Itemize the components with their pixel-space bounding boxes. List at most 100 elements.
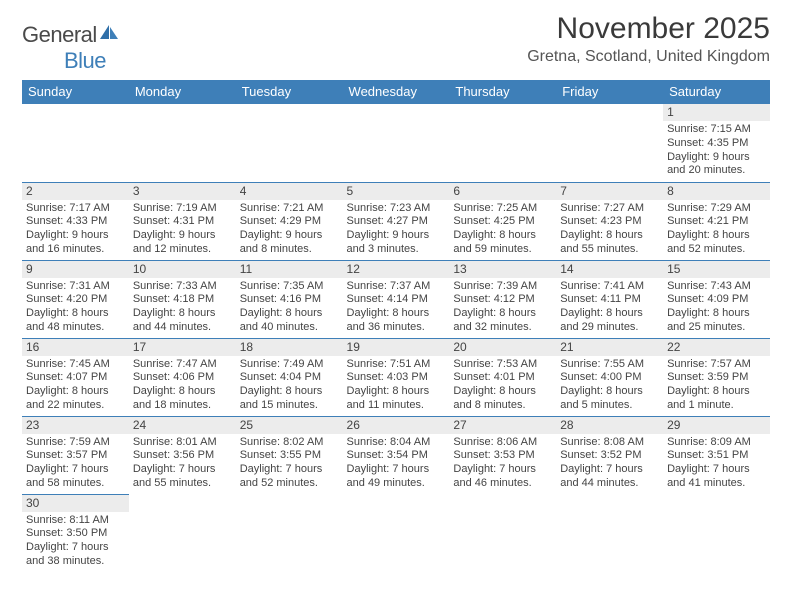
- day-detail: and 44 minutes.: [133, 321, 232, 335]
- calendar-cell: 14Sunrise: 7:41 AMSunset: 4:11 PMDayligh…: [556, 260, 663, 338]
- calendar-cell: 10Sunrise: 7:33 AMSunset: 4:18 PMDayligh…: [129, 260, 236, 338]
- calendar-cell-blank: [236, 494, 343, 572]
- logo-general: General: [22, 22, 97, 47]
- day-detail: Sunset: 3:52 PM: [560, 449, 659, 463]
- day-detail: Sunset: 4:25 PM: [453, 215, 552, 229]
- day-number: 16: [22, 339, 129, 356]
- day-detail: and 1 minute.: [667, 399, 766, 413]
- calendar-cell-blank: [22, 104, 129, 182]
- calendar-cell: 17Sunrise: 7:47 AMSunset: 4:06 PMDayligh…: [129, 338, 236, 416]
- day-detail: Sunrise: 7:33 AM: [133, 280, 232, 294]
- day-number: 29: [663, 417, 770, 434]
- calendar-cell-blank: [663, 494, 770, 572]
- calendar-cell: 21Sunrise: 7:55 AMSunset: 4:00 PMDayligh…: [556, 338, 663, 416]
- day-detail: and 55 minutes.: [560, 243, 659, 257]
- day-detail: Sunrise: 7:27 AM: [560, 202, 659, 216]
- calendar-page: GeneralBlue November 2025 Gretna, Scotla…: [0, 0, 792, 612]
- day-detail: Sunset: 3:57 PM: [26, 449, 125, 463]
- day-detail: Sunrise: 7:59 AM: [26, 436, 125, 450]
- day-detail: Daylight: 9 hours: [133, 229, 232, 243]
- day-number: 27: [449, 417, 556, 434]
- day-detail: Sunset: 3:50 PM: [26, 527, 125, 541]
- day-detail: Daylight: 7 hours: [133, 463, 232, 477]
- day-detail: and 11 minutes.: [347, 399, 446, 413]
- calendar-head: SundayMondayTuesdayWednesdayThursdayFrid…: [22, 80, 770, 104]
- calendar-cell: 19Sunrise: 7:51 AMSunset: 4:03 PMDayligh…: [343, 338, 450, 416]
- calendar-cell: 12Sunrise: 7:37 AMSunset: 4:14 PMDayligh…: [343, 260, 450, 338]
- day-detail: Daylight: 7 hours: [26, 541, 125, 555]
- day-number: 14: [556, 261, 663, 278]
- day-detail: Sunset: 3:53 PM: [453, 449, 552, 463]
- day-detail: Daylight: 9 hours: [347, 229, 446, 243]
- day-detail: Daylight: 9 hours: [240, 229, 339, 243]
- day-detail: and 52 minutes.: [667, 243, 766, 257]
- day-detail: Daylight: 8 hours: [560, 229, 659, 243]
- weekday-header: Tuesday: [236, 80, 343, 104]
- header: GeneralBlue November 2025 Gretna, Scotla…: [22, 12, 770, 74]
- day-detail: Daylight: 8 hours: [347, 307, 446, 321]
- day-detail: Daylight: 8 hours: [667, 385, 766, 399]
- weekday-header: Friday: [556, 80, 663, 104]
- calendar-cell-blank: [129, 494, 236, 572]
- calendar-cell: 27Sunrise: 8:06 AMSunset: 3:53 PMDayligh…: [449, 416, 556, 494]
- day-detail: and 3 minutes.: [347, 243, 446, 257]
- day-detail: Sunset: 4:12 PM: [453, 293, 552, 307]
- calendar-cell: 7Sunrise: 7:27 AMSunset: 4:23 PMDaylight…: [556, 182, 663, 260]
- day-detail: Daylight: 9 hours: [26, 229, 125, 243]
- calendar-cell: 24Sunrise: 8:01 AMSunset: 3:56 PMDayligh…: [129, 416, 236, 494]
- calendar-cell: 11Sunrise: 7:35 AMSunset: 4:16 PMDayligh…: [236, 260, 343, 338]
- weekday-header: Wednesday: [343, 80, 450, 104]
- calendar-row: 9Sunrise: 7:31 AMSunset: 4:20 PMDaylight…: [22, 260, 770, 338]
- calendar-cell: 8Sunrise: 7:29 AMSunset: 4:21 PMDaylight…: [663, 182, 770, 260]
- location: Gretna, Scotland, United Kingdom: [527, 48, 770, 66]
- day-detail: Sunset: 4:06 PM: [133, 371, 232, 385]
- day-detail: Sunset: 4:16 PM: [240, 293, 339, 307]
- calendar-cell-blank: [343, 104, 450, 182]
- day-detail: and 20 minutes.: [667, 164, 766, 178]
- day-number: 25: [236, 417, 343, 434]
- day-detail: Sunset: 4:07 PM: [26, 371, 125, 385]
- day-detail: Sunset: 4:21 PM: [667, 215, 766, 229]
- day-detail: Sunset: 3:59 PM: [667, 371, 766, 385]
- calendar-cell: 6Sunrise: 7:25 AMSunset: 4:25 PMDaylight…: [449, 182, 556, 260]
- calendar-cell-blank: [449, 494, 556, 572]
- day-detail: and 44 minutes.: [560, 477, 659, 491]
- day-detail: and 59 minutes.: [453, 243, 552, 257]
- day-detail: Daylight: 8 hours: [240, 385, 339, 399]
- day-detail: and 15 minutes.: [240, 399, 339, 413]
- day-detail: Sunset: 4:00 PM: [560, 371, 659, 385]
- day-detail: Daylight: 7 hours: [347, 463, 446, 477]
- day-number: 5: [343, 183, 450, 200]
- day-detail: Daylight: 8 hours: [560, 307, 659, 321]
- day-detail: Daylight: 8 hours: [453, 229, 552, 243]
- calendar-cell: 18Sunrise: 7:49 AMSunset: 4:04 PMDayligh…: [236, 338, 343, 416]
- day-detail: Sunset: 3:55 PM: [240, 449, 339, 463]
- logo: GeneralBlue: [22, 20, 119, 74]
- day-detail: and 29 minutes.: [560, 321, 659, 335]
- day-detail: Sunrise: 8:04 AM: [347, 436, 446, 450]
- calendar-cell: 16Sunrise: 7:45 AMSunset: 4:07 PMDayligh…: [22, 338, 129, 416]
- calendar-cell: 23Sunrise: 7:59 AMSunset: 3:57 PMDayligh…: [22, 416, 129, 494]
- day-detail: Sunrise: 7:23 AM: [347, 202, 446, 216]
- day-detail: Sunrise: 8:11 AM: [26, 514, 125, 528]
- day-detail: Daylight: 8 hours: [133, 385, 232, 399]
- calendar-cell: 2Sunrise: 7:17 AMSunset: 4:33 PMDaylight…: [22, 182, 129, 260]
- calendar-cell: 25Sunrise: 8:02 AMSunset: 3:55 PMDayligh…: [236, 416, 343, 494]
- weekday-header: Sunday: [22, 80, 129, 104]
- day-detail: Sunset: 4:09 PM: [667, 293, 766, 307]
- calendar-row: 2Sunrise: 7:17 AMSunset: 4:33 PMDaylight…: [22, 182, 770, 260]
- day-detail: and 46 minutes.: [453, 477, 552, 491]
- day-number: 10: [129, 261, 236, 278]
- title-block: November 2025 Gretna, Scotland, United K…: [527, 12, 770, 66]
- day-detail: Sunrise: 7:35 AM: [240, 280, 339, 294]
- day-detail: Daylight: 7 hours: [560, 463, 659, 477]
- day-detail: Daylight: 7 hours: [240, 463, 339, 477]
- weekday-header: Monday: [129, 80, 236, 104]
- calendar-row: 16Sunrise: 7:45 AMSunset: 4:07 PMDayligh…: [22, 338, 770, 416]
- day-detail: Sunset: 3:51 PM: [667, 449, 766, 463]
- month-title: November 2025: [527, 12, 770, 46]
- day-detail: and 16 minutes.: [26, 243, 125, 257]
- day-detail: and 55 minutes.: [133, 477, 232, 491]
- day-detail: and 36 minutes.: [347, 321, 446, 335]
- day-number: 2: [22, 183, 129, 200]
